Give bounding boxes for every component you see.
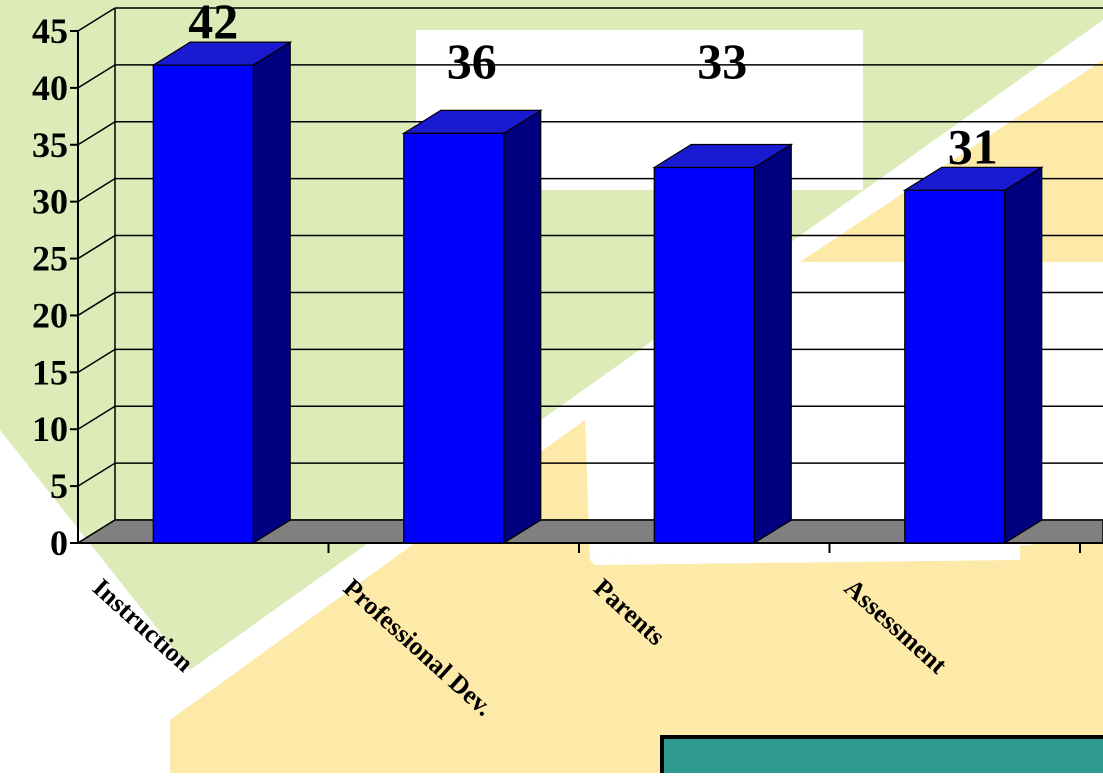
background-yellow-shape bbox=[170, 40, 1103, 773]
y-tick-label: 35 bbox=[32, 125, 68, 165]
bar-side-face bbox=[1004, 166, 1043, 545]
bar-side-face bbox=[252, 41, 291, 545]
data-label: 42 bbox=[188, 0, 238, 49]
y-tick-label: 30 bbox=[32, 182, 68, 222]
bar-professional-dev bbox=[401, 109, 543, 545]
y-tick-labels: 0 5 10 15 20 25 30 35 40 45 bbox=[32, 11, 68, 563]
bar-parents bbox=[652, 143, 794, 545]
gridline-depth bbox=[77, 348, 116, 373]
data-labels: 42 36 33 31 bbox=[188, 0, 998, 174]
bar bbox=[904, 189, 1006, 544]
data-label: 36 bbox=[447, 33, 497, 89]
data-label: 31 bbox=[948, 118, 998, 174]
gridline-depth bbox=[77, 291, 116, 317]
data-label: 33 bbox=[697, 33, 747, 89]
gridline-depth bbox=[77, 64, 116, 89]
y-tick-label: 5 bbox=[50, 466, 68, 506]
y-tick-label: 10 bbox=[32, 409, 68, 449]
gridline-depth bbox=[77, 121, 116, 146]
y-tick-label: 45 bbox=[32, 11, 68, 51]
gridline-depth bbox=[77, 178, 116, 203]
y-tick-label: 15 bbox=[32, 352, 68, 392]
bar bbox=[653, 166, 755, 544]
gridline-depth bbox=[77, 462, 116, 487]
y-tick-label: 20 bbox=[32, 295, 68, 335]
gridline-depth bbox=[77, 7, 116, 32]
bar bbox=[403, 132, 505, 544]
bars bbox=[151, 41, 1044, 545]
y-tick-label: 0 bbox=[50, 523, 68, 563]
gridline-depth bbox=[77, 405, 116, 430]
y-tick-label: 40 bbox=[32, 68, 68, 108]
bar-side-face bbox=[503, 109, 542, 545]
bar-instruction bbox=[151, 41, 293, 545]
y-tick-label: 25 bbox=[32, 239, 68, 279]
bar-assessment bbox=[902, 166, 1044, 545]
bar bbox=[152, 64, 254, 544]
gridline-depth bbox=[77, 234, 116, 260]
teal-panel-fill bbox=[664, 739, 1103, 773]
bar-side-face bbox=[753, 143, 792, 545]
background-white-stripe bbox=[590, 545, 1020, 565]
